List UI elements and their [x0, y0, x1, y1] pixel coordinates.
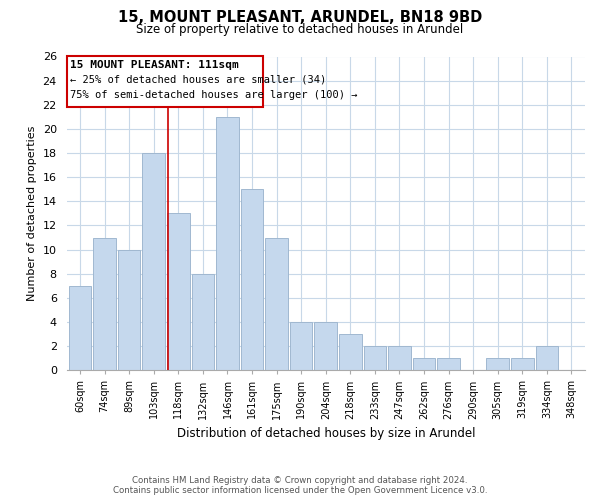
Text: Contains HM Land Registry data © Crown copyright and database right 2024.
Contai: Contains HM Land Registry data © Crown c…: [113, 476, 487, 495]
Bar: [487, 358, 509, 370]
Bar: [314, 322, 337, 370]
Bar: [191, 274, 214, 370]
Text: 15, MOUNT PLEASANT, ARUNDEL, BN18 9BD: 15, MOUNT PLEASANT, ARUNDEL, BN18 9BD: [118, 10, 482, 25]
Bar: [94, 238, 116, 370]
Bar: [216, 117, 239, 370]
Bar: [69, 286, 91, 370]
Text: ← 25% of detached houses are smaller (34): ← 25% of detached houses are smaller (34…: [70, 74, 326, 85]
Bar: [536, 346, 558, 370]
Bar: [142, 153, 165, 370]
Bar: [241, 189, 263, 370]
Bar: [265, 238, 288, 370]
Bar: [339, 334, 362, 370]
Bar: [364, 346, 386, 370]
Bar: [437, 358, 460, 370]
X-axis label: Distribution of detached houses by size in Arundel: Distribution of detached houses by size …: [176, 427, 475, 440]
Bar: [388, 346, 411, 370]
Bar: [167, 214, 190, 370]
Text: 15 MOUNT PLEASANT: 111sqm: 15 MOUNT PLEASANT: 111sqm: [70, 60, 239, 70]
Bar: [118, 250, 140, 370]
Text: 75% of semi-detached houses are larger (100) →: 75% of semi-detached houses are larger (…: [70, 90, 358, 100]
Y-axis label: Number of detached properties: Number of detached properties: [27, 126, 37, 301]
Bar: [413, 358, 436, 370]
Bar: [511, 358, 533, 370]
Text: Size of property relative to detached houses in Arundel: Size of property relative to detached ho…: [136, 22, 464, 36]
FancyBboxPatch shape: [67, 56, 263, 107]
Bar: [290, 322, 313, 370]
